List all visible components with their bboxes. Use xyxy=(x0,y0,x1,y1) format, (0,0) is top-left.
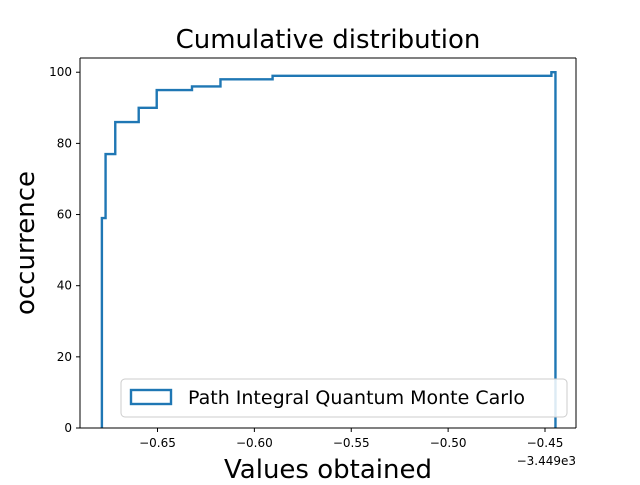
chart-title: Cumulative distribution xyxy=(176,25,481,55)
plot-area xyxy=(80,58,576,428)
x-tick-label: −0.60 xyxy=(236,436,273,450)
legend-frame xyxy=(120,378,568,418)
y-tick-label: 60 xyxy=(57,208,72,222)
y-tick-label: 0 xyxy=(64,421,72,435)
y-axis-ticks: 0 20 40 60 80 100 xyxy=(49,65,80,435)
y-tick-label: 100 xyxy=(49,65,72,79)
series-step-line-0 xyxy=(100,71,557,428)
x-tick-label: −0.65 xyxy=(139,436,176,450)
y-axis-label: occurrence xyxy=(11,171,41,315)
legend-swatch xyxy=(129,388,173,406)
x-axis-label: Values obtained xyxy=(224,455,432,480)
legend-label: Path Integral Quantum Monte Carlo xyxy=(188,387,525,409)
x-axis-ticks: −0.65 −0.60 −0.55 −0.50 −0.45 xyxy=(139,428,563,450)
x-offset-label: −3.449e3 xyxy=(517,454,576,468)
step-series-layer xyxy=(100,71,557,428)
x-tick-label: −0.55 xyxy=(333,436,370,450)
x-tick-label: −0.50 xyxy=(430,436,467,450)
y-tick-label: 20 xyxy=(57,350,72,364)
legend: Path Integral Quantum Monte Carlo xyxy=(120,378,568,418)
x-tick-label: −0.45 xyxy=(527,436,564,450)
y-tick-label: 80 xyxy=(57,136,72,150)
y-tick-label: 40 xyxy=(57,279,72,293)
